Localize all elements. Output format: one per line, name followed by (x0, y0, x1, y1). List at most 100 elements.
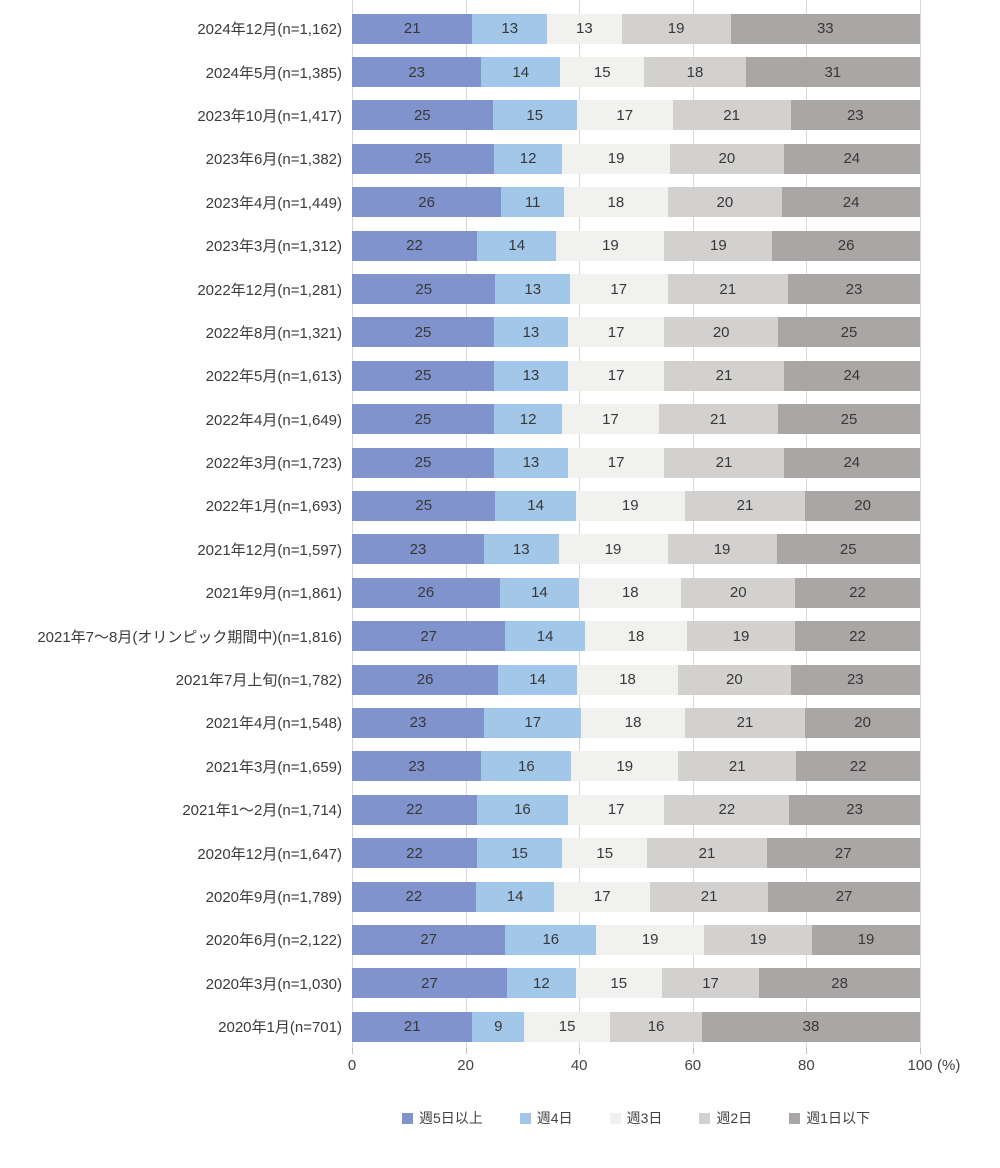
bar-segment: 25 (352, 490, 496, 521)
bar-row: 2020年1月(n=701) 21 9 15 16 38 (0, 1005, 1000, 1048)
bar-segment: 19 (667, 534, 777, 565)
segment-value: 13 (522, 454, 540, 472)
category-label: 2023年4月(n=1,449) (205, 194, 342, 212)
gridline-40 (579, 0, 581, 1049)
segment-value: 20 (854, 497, 871, 515)
bar-segment: 23 (352, 751, 482, 782)
bar-track: 25 14 19 21 20 (352, 490, 920, 521)
segment-value: 13 (522, 367, 540, 385)
segment-value: 23 (846, 106, 864, 124)
bar-segment: 14 (475, 881, 555, 912)
segment-value: 14 (529, 671, 546, 689)
bar-segment: 24 (783, 447, 920, 478)
segment-value: 23 (846, 671, 864, 689)
segment-value: 20 (718, 150, 736, 168)
segment-value: 25 (415, 280, 433, 298)
category-label: 2021年3月(n=1,659) (205, 758, 342, 776)
bar-segment: 22 (796, 751, 920, 782)
bar-segment: 21 (684, 490, 806, 521)
bar-segment: 25 (352, 404, 494, 435)
bar-segment: 19 (687, 621, 796, 652)
bar-segment: 22 (664, 794, 790, 825)
segment-value: 22 (405, 888, 423, 905)
bar-segment: 18 (644, 57, 746, 88)
gridlines (352, 0, 921, 1049)
segment-value: 23 (409, 714, 427, 732)
bar-segment: 12 (506, 968, 576, 999)
bar-row: 2024年12月(n=1,162) 21 13 13 19 33 (0, 7, 1000, 50)
gridline-20 (465, 0, 467, 1049)
segment-value: 27 (420, 931, 438, 949)
axis-tick-label: 20 (457, 1057, 474, 1075)
segment-value: 19 (713, 540, 731, 558)
segment-value: 21 (728, 757, 746, 775)
bar-track: 25 15 17 21 23 (352, 100, 920, 131)
bar-track: 22 14 17 21 27 (352, 881, 920, 912)
segment-value: 19 (604, 540, 622, 558)
bar-segment: 27 (768, 881, 920, 912)
bar-segment: 21 (672, 100, 791, 131)
segment-value: 20 (726, 671, 743, 689)
segment-value: 16 (517, 757, 535, 775)
segment-value: 24 (842, 193, 860, 211)
bar-row: 2021年3月(n=1,659) 23 16 19 21 22 (0, 745, 1000, 788)
category-label: 2024年12月(n=1,162) (197, 21, 342, 39)
bar-row: 2021年12月(n=1,597) 23 13 19 19 25 (0, 528, 1000, 571)
segment-value: 17 (607, 454, 625, 472)
segment-value: 24 (843, 150, 861, 168)
bar-segment: 21 (658, 404, 778, 435)
segment-value: 11 (524, 193, 541, 211)
legend-label: 週4日 (536, 1110, 573, 1127)
legend-item: 週2日 (699, 1108, 752, 1128)
bar-segment: 21 (352, 1011, 473, 1042)
bar-row: 2022年3月(n=1,723) 25 13 17 21 24 (0, 441, 1000, 484)
bar-segment: 13 (494, 360, 568, 391)
bar-segment: 13 (494, 447, 568, 478)
bar-row: 2023年4月(n=1,449) 26 11 18 20 24 (0, 181, 1000, 224)
bar-segment: 22 (352, 881, 476, 912)
gridline-60 (692, 0, 694, 1049)
axis-tick (352, 1048, 353, 1055)
segment-value: 25 (840, 323, 858, 341)
segment-value: 21 (736, 497, 754, 515)
bar-segment: 26 (352, 187, 502, 218)
segment-value: 25 (415, 497, 433, 515)
segment-value: 22 (849, 757, 867, 775)
bar-segment: 14 (499, 577, 580, 608)
legend-swatch-icon (789, 1112, 801, 1124)
segment-value: 22 (406, 801, 423, 819)
bar-segment: 16 (481, 751, 572, 782)
category-label: 2022年12月(n=1,281) (197, 281, 342, 299)
category-label: 2021年4月(n=1,548) (205, 715, 342, 733)
bar-row: 2020年12月(n=1,647) 22 15 15 21 27 (0, 831, 1000, 874)
segment-value: 13 (524, 280, 542, 298)
category-label: 2020年12月(n=1,647) (197, 845, 342, 863)
legend-swatch-icon (609, 1112, 621, 1124)
bar-segment: 21 (352, 13, 473, 44)
bar-track: 26 14 18 20 22 (352, 577, 920, 608)
bar-row: 2023年6月(n=1,382) 25 12 19 20 24 (0, 137, 1000, 180)
segment-value: 22 (849, 584, 866, 602)
bar-segment: 15 (562, 838, 648, 869)
segment-value: 14 (508, 237, 526, 255)
category-label: 2022年4月(n=1,649) (205, 411, 342, 429)
segment-value: 26 (837, 237, 855, 255)
bar-track: 23 13 19 19 25 (352, 534, 920, 565)
bar-row: 2022年12月(n=1,281) 25 13 17 21 23 (0, 267, 1000, 310)
bar-track: 21 13 13 19 33 (352, 13, 920, 44)
bar-segment: 12 (494, 143, 563, 174)
segment-value: 19 (749, 931, 767, 949)
bar-segment: 27 (766, 838, 920, 869)
segment-value: 16 (514, 801, 531, 819)
bar-segment: 19 (704, 924, 813, 955)
bar-track: 27 16 19 19 19 (352, 924, 920, 955)
axis-unit-label: (%) (937, 1057, 961, 1075)
bar-segment: 26 (352, 664, 499, 695)
bar-row: 2020年3月(n=1,030) 27 12 15 17 28 (0, 962, 1000, 1005)
bar-segment: 17 (661, 968, 760, 999)
bar-segment: 23 (352, 707, 484, 738)
bar-segment: 24 (782, 187, 920, 218)
legend-item: 週4日 (519, 1108, 573, 1128)
segment-value: 17 (702, 974, 719, 992)
bar-segment: 20 (805, 707, 920, 738)
